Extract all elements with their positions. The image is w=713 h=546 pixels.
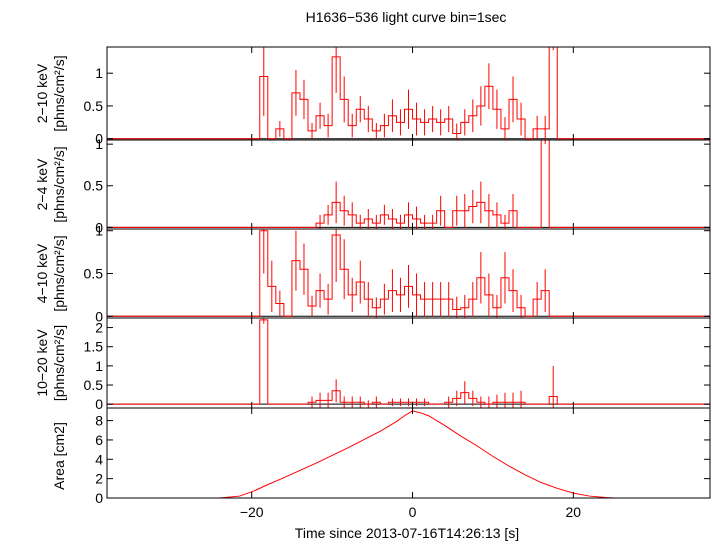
y-tick-label: 8 — [95, 413, 103, 429]
y-tick-label: 0.5 — [84, 178, 104, 194]
light-curve-step-line — [107, 319, 710, 405]
panel-p1: 0 0.5 1 2−10 keV[phns/cm²/s] — [34, 46, 711, 147]
y-tick-label: 2 — [95, 320, 103, 336]
y-tick-label: 4 — [95, 451, 103, 467]
y-axis-label-band: 4−10 keV — [34, 243, 50, 303]
y-tick-label: 0.5 — [84, 98, 104, 114]
y-tick-label: 1.5 — [84, 339, 104, 355]
y-axis-label-band: 10−20 keV — [34, 329, 50, 397]
y-tick-label: 0.5 — [84, 377, 104, 393]
y-tick-label: 0 — [95, 490, 103, 506]
chart-title: H1636−536 light curve bin=1sec — [306, 9, 507, 25]
y-tick-label: 1 — [95, 358, 103, 374]
y-axis-label-unit: [phns/cm²/s] — [51, 235, 67, 311]
y-tick-label: 0 — [95, 308, 103, 324]
y-tick-label: 0 — [95, 131, 103, 147]
y-tick-label: 6 — [95, 432, 103, 448]
y-tick-label: 1 — [95, 223, 103, 239]
panel-frame — [106, 317, 711, 409]
y-tick-label: 0 — [95, 219, 103, 235]
y-tick-label: 0.5 — [84, 266, 104, 282]
panel-p2: 0 0.5 1 2−4 keV[phns/cm²/s] — [34, 136, 711, 235]
y-axis-label-unit: [phns/cm²/s] — [51, 55, 67, 131]
x-tick-label: −20 — [240, 504, 264, 520]
y-axis-label: 2−4 keV[phns/cm²/s] — [34, 146, 67, 222]
y-axis-label: 4−10 keV[phns/cm²/s] — [34, 235, 67, 311]
panel-frame — [106, 407, 711, 499]
y-axis-label: 10−20 keV[phns/cm²/s] — [34, 325, 67, 401]
y-axis-label-band: 2−4 keV — [34, 158, 50, 210]
light-curve-step-line — [107, 139, 710, 228]
panel-p4: 0 0.5 1 1.5 2 10−20 keV[phns/cm²/s] — [34, 317, 711, 412]
x-axis-label: Time since 2013-07-16T14:26:13 [s] — [295, 525, 519, 541]
area-curve — [107, 410, 710, 499]
y-tick-label: 1 — [95, 136, 103, 152]
y-axis-label: 2−10 keV[phns/cm²/s] — [34, 55, 67, 131]
panel-p3: 0 0.5 1 4−10 keV[phns/cm²/s] — [34, 223, 711, 324]
y-tick-label: 1 — [95, 65, 103, 81]
panel-p5: 0 2 4 6 8 Area [cm2] — [51, 407, 711, 506]
y-axis-label-band: 2−10 keV — [34, 63, 50, 123]
y-axis-label: Area [cm2] — [51, 422, 67, 490]
y-tick-label: 0 — [95, 396, 103, 412]
y-axis-label-unit: [phns/cm²/s] — [51, 325, 67, 401]
y-tick-label: 2 — [95, 471, 103, 487]
light-curve-step-line — [107, 46, 710, 140]
y-axis-label-area: Area [cm2] — [51, 422, 67, 490]
x-tick-label: 0 — [409, 504, 417, 520]
x-tick-label: 20 — [566, 504, 582, 520]
y-axis-label-unit: [phns/cm²/s] — [51, 146, 67, 222]
